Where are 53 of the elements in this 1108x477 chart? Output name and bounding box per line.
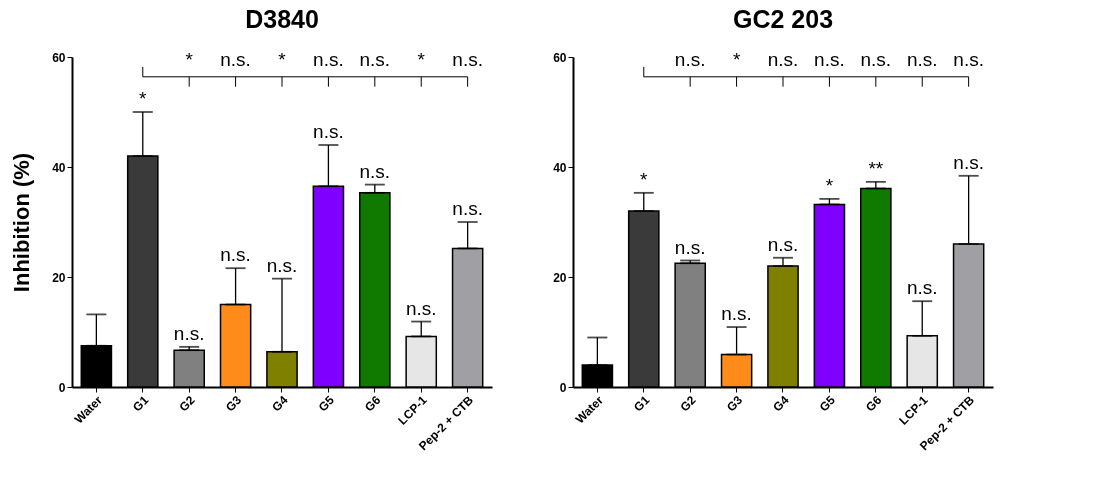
annotation: n.s. (220, 244, 251, 266)
annotation: ** (868, 158, 884, 180)
annotation: * (278, 49, 287, 71)
annotation: n.s. (405, 297, 437, 319)
annotation: n.s. (359, 49, 391, 71)
annotation: n.s. (906, 49, 938, 71)
annotation: * (139, 88, 148, 110)
annotation: n.s. (313, 121, 344, 143)
x-tick-label: G2 (677, 392, 699, 415)
annotation: n.s. (452, 49, 483, 71)
annotation: n.s. (860, 49, 892, 71)
x-tick-label: G6 (362, 392, 384, 415)
y-tick-label: 40 (553, 160, 567, 175)
chart-title: GC2 203 (732, 5, 834, 33)
y-tick-label: 60 (52, 50, 66, 65)
annotation: n.s. (814, 49, 845, 71)
y-axis-title: Inhibition (%) (9, 152, 35, 293)
annotation: n.s. (767, 234, 799, 255)
y-tick-label: 60 (553, 50, 567, 65)
y-tick-label: 20 (553, 270, 567, 285)
x-tick-label: G3 (723, 392, 746, 415)
annotation: n.s. (359, 160, 391, 182)
y-tick-label: 40 (52, 160, 66, 175)
annotation: n.s. (674, 236, 706, 258)
annotation: n.s. (452, 198, 483, 220)
annotation: n.s. (266, 254, 298, 276)
x-tick-label: G5 (816, 392, 839, 415)
annotation: * (185, 49, 194, 71)
x-tick-label: G3 (222, 392, 245, 415)
x-tick-label: G2 (176, 392, 198, 415)
annotation: n.s. (220, 49, 251, 71)
annotation: * (417, 49, 426, 71)
annotation: * (732, 49, 741, 71)
annotation: n.s. (953, 152, 984, 174)
x-tick-label: G1 (631, 392, 653, 415)
x-tick-label: G4 (770, 392, 792, 415)
x-tick-label: G4 (269, 392, 291, 415)
y-tick-label: 0 (58, 380, 66, 395)
annotation: n.s. (173, 323, 205, 345)
annotation: * (825, 175, 834, 197)
annotation: n.s. (953, 49, 984, 71)
x-tick-label: G1 (130, 392, 152, 415)
annotation: n.s. (674, 49, 706, 71)
annotation: n.s. (767, 49, 799, 71)
chart-title: D3840 (245, 5, 319, 33)
x-tick-label: G6 (863, 392, 885, 415)
y-tick-label: 20 (52, 270, 66, 285)
x-tick-label: G5 (315, 392, 338, 415)
annotation: n.s. (313, 49, 344, 71)
y-tick-label: 0 (559, 380, 567, 395)
annotation: n.s. (906, 277, 938, 299)
annotation: * (640, 169, 649, 191)
annotation: n.s. (721, 303, 752, 325)
